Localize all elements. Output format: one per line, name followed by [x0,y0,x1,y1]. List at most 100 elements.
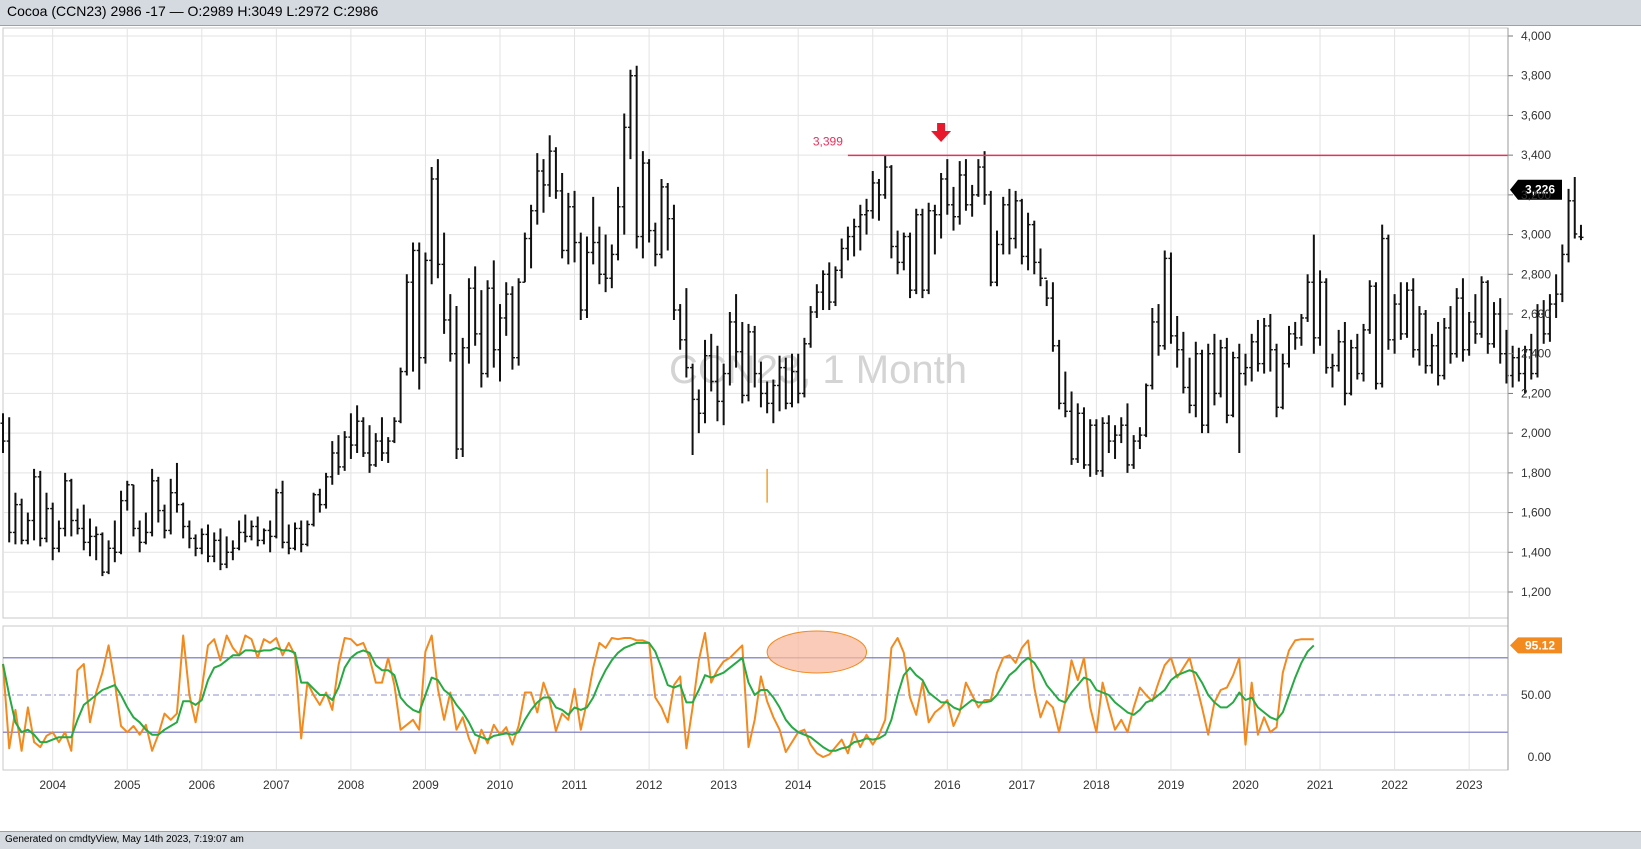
ohlc-bar [304,520,310,547]
down-arrow-icon [931,123,952,142]
ohlc-bar [808,306,814,348]
ohlc-bar [230,540,236,561]
ohlc-bar [87,518,93,557]
ohlc-bar [1522,345,1528,394]
ohlc-bar [56,520,62,553]
ohlc-bar [1131,435,1137,469]
ohlc-bar [1261,317,1267,374]
ohlc-bar [795,353,801,404]
ohlc-bar [1385,234,1391,350]
ohlc-bar [901,232,907,271]
x-tick-label: 2012 [636,778,663,792]
y-tick-label: 2,000 [1521,426,1551,440]
ohlc-bar [174,462,180,513]
x-tick-label: 2013 [710,778,737,792]
ohlc-bar [1329,353,1335,388]
x-tick-label: 2020 [1232,778,1259,792]
y-tick-label: 2,600 [1521,307,1551,321]
ohlc-bar [1267,314,1273,372]
ohlc-bar [261,528,267,545]
ohlc-bar [1280,353,1286,410]
ohlc-bar [888,165,894,259]
ohlc-bar [1205,343,1211,434]
ohlc-bar [1093,419,1099,475]
ohlc-bar [1218,339,1224,398]
ohlc-bar [671,204,677,320]
ohlc-bar [1528,333,1534,380]
ohlc-bar [1305,274,1311,322]
ohlc-bar [596,226,602,285]
ohlc-bar [603,234,609,293]
ohlc-bar [1174,315,1180,368]
ohlc-bar [311,492,317,527]
ohlc-bar [224,536,230,569]
ohlc-bar [1472,294,1478,344]
ohlc-bar [1162,250,1168,350]
ohlc-bar [615,186,621,261]
ohlc-bar [50,502,56,561]
ohlc-bar [783,357,789,410]
ohlc-bar [1516,347,1522,382]
ohlc-bar [652,222,658,267]
ohlc-bar [1336,329,1342,372]
ohlc-bar [814,284,820,318]
ohlc-bar [472,266,478,346]
ohlc-bar [1404,282,1410,338]
ohlc-bar [1106,415,1112,453]
ohlc-bar [857,204,863,251]
ohlc-bar [1193,341,1199,418]
ohlc-bar [1025,212,1031,271]
ohlc-bar [404,274,410,376]
ohlc-bar [1168,252,1174,344]
osc-slow-line [2,641,1315,752]
chart-title: Cocoa (CCN23) 2986 -17 — O:2989 H:3049 L… [7,3,379,19]
ohlc-bar [1373,282,1379,390]
ohlc-bar [975,159,981,197]
ohlc-bar [1578,224,1584,241]
ohlc-bar [1143,383,1149,438]
ohlc-bar [1541,300,1547,344]
ohlc-bar [609,244,615,289]
ohlc-bar [1062,371,1068,418]
y-tick-label: 2,200 [1521,386,1551,400]
ohlc-bar [162,504,168,539]
x-tick-label: 2011 [562,778,588,792]
ohlc-bar [317,488,323,513]
ohlc-bar [1286,325,1292,368]
y-tick-label: 3,000 [1521,228,1551,242]
x-tick-label: 2018 [1083,778,1110,792]
cocoa-monthly-chart[interactable]: CCN23, 1 Month 95.12 3,399 3,226 2004 2005… [0,0,1641,831]
ohlc-bar [348,413,354,459]
ohlc-bar [646,159,652,243]
ohlc-bar [1118,417,1124,444]
ohlc-bar [758,361,764,408]
ohlc-bar [435,159,441,279]
ohlc-bar [273,488,279,539]
ohlc-bar [770,379,776,424]
ohlc-bar [677,304,683,350]
x-tick-label: 2023 [1456,778,1483,792]
ohlc-bar [789,353,795,408]
ohlc-bar [584,236,590,318]
y-tick-label: 1,200 [1521,585,1551,599]
x-tick-label: 2009 [412,778,439,792]
x-tick-label: 2005 [114,778,141,792]
ohlc-bar [1435,321,1441,386]
ohlc-bar [454,306,460,459]
ohlc-bar [1534,304,1540,378]
ohlc-bar [429,167,435,285]
ohlc-bar [988,190,994,287]
ohlc-bar [876,178,882,221]
ohlc-bar [820,270,826,311]
ohlc-bar [155,476,161,523]
ohlc-bar [690,363,696,455]
ohlc-bar [1199,349,1205,434]
ohlc-bar [944,159,950,215]
ohlc-bar [485,280,491,378]
ohlc-bar [895,230,901,275]
ohlc-bar [752,325,758,388]
ohlc-bar [627,69,633,160]
ohlc-bar [1348,339,1354,396]
ohlc-bar [1342,321,1348,406]
ohlc-bar [1429,333,1435,374]
